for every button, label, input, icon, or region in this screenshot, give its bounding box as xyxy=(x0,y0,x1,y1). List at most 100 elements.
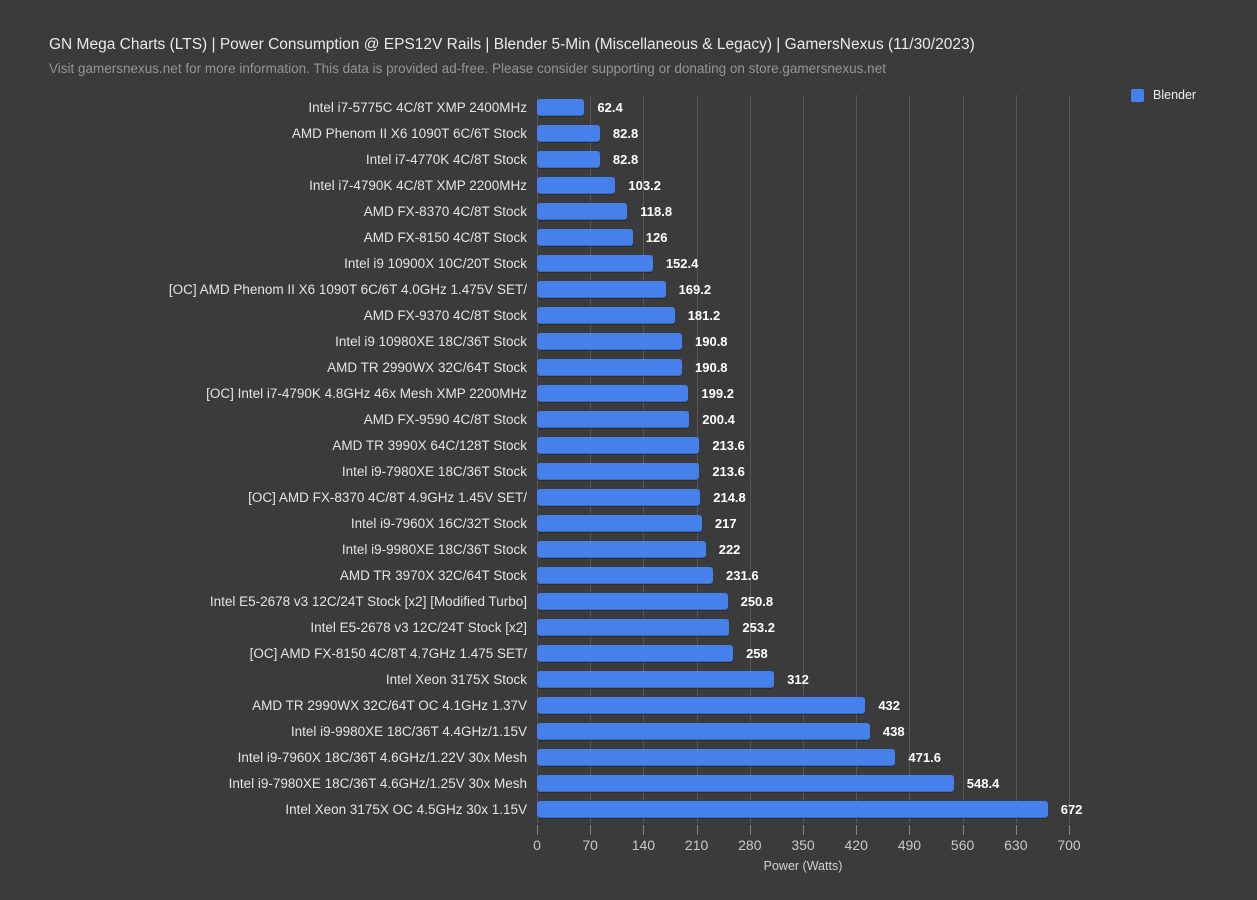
category-label: Intel i9-7980XE 18C/36T Stock xyxy=(341,464,527,479)
bar-track: 200.4 xyxy=(537,407,1257,433)
x-tick-label: 490 xyxy=(897,837,922,853)
category-label: AMD TR 3970X 32C/64T Stock xyxy=(339,568,527,583)
value-label: 82.8 xyxy=(612,126,639,141)
value-label: 432 xyxy=(878,698,901,713)
bar-row: Intel i7-5775C 4C/8T XMP 2400MHz 62.4 xyxy=(0,95,1257,121)
bar-row: AMD FX-8370 4C/8T Stock 118.8 xyxy=(0,199,1257,225)
category-label: Intel i9-9980XE 18C/36T 4.4GHz/1.15V xyxy=(290,724,527,739)
bar xyxy=(537,775,954,792)
bar xyxy=(537,619,730,636)
bar-track: 222 xyxy=(537,537,1257,563)
legend: Blender xyxy=(1131,88,1196,102)
tick-mark xyxy=(643,825,645,835)
gridline xyxy=(749,95,751,823)
value-label: 103.2 xyxy=(628,178,661,193)
bar-track: 548.4 xyxy=(537,771,1257,797)
value-label: 213.6 xyxy=(712,438,745,453)
bar-row: Intel i9 10900X 10C/20T Stock 152.4 xyxy=(0,251,1257,277)
bar xyxy=(537,801,1048,818)
bar xyxy=(537,307,675,324)
bar xyxy=(537,671,775,688)
gridline xyxy=(909,95,911,823)
tick-mark xyxy=(590,825,592,835)
value-label: 250.8 xyxy=(740,594,774,609)
value-label: 253.2 xyxy=(742,620,775,635)
value-label: 471.6 xyxy=(908,750,941,765)
bar xyxy=(537,411,690,428)
gridline xyxy=(696,95,698,823)
bar-row: Intel i7-4790K 4C/8T XMP 2200MHz 103.2 xyxy=(0,173,1257,199)
category-label: AMD FX-8150 4C/8T Stock xyxy=(363,230,527,245)
bar-row: AMD TR 2990WX 32C/64T Stock 190.8 xyxy=(0,355,1257,381)
category-label: Intel i7-4770K 4C/8T Stock xyxy=(365,152,527,167)
category-label: Intel i9-7980XE 18C/36T 4.6GHz/1.25V 30x… xyxy=(228,776,527,791)
bar-row: AMD TR 2990WX 32C/64T OC 4.1GHz 1.37V 432 xyxy=(0,693,1257,719)
bar-track: 471.6 xyxy=(537,745,1257,771)
bar-track: 82.8 xyxy=(537,121,1257,147)
value-label: 190.8 xyxy=(695,360,728,375)
bar-track: 62.4 xyxy=(537,95,1257,121)
tick-mark xyxy=(962,825,964,835)
bar-track: 312 xyxy=(537,667,1257,693)
category-label: Intel E5-2678 v3 12C/24T Stock [x2] [Mod… xyxy=(209,594,527,609)
bar-row: Intel i9-9980XE 18C/36T 4.4GHz/1.15V 438 xyxy=(0,719,1257,745)
bar xyxy=(537,489,701,506)
bar-row: [OC] Intel i7-4790K 4.8GHz 46x Mesh XMP … xyxy=(0,381,1257,407)
category-label: Intel i9 10980XE 18C/36T Stock xyxy=(335,334,527,349)
category-label: [OC] AMD FX-8370 4C/8T 4.9GHz 1.45V SET/ xyxy=(248,490,527,505)
category-label: Intel E5-2678 v3 12C/24T Stock [x2] xyxy=(310,620,527,635)
value-label: 217 xyxy=(714,516,737,531)
bar-track: 169.2 xyxy=(537,277,1257,303)
bar-track: 152.4 xyxy=(537,251,1257,277)
bar-row: Intel Xeon 3175X OC 4.5GHz 30x 1.15V 672 xyxy=(0,797,1257,823)
category-label: [OC] Intel i7-4790K 4.8GHz 46x Mesh XMP … xyxy=(206,386,527,401)
bar xyxy=(537,515,702,532)
tick-mark xyxy=(749,825,751,835)
bar-row: [OC] AMD FX-8150 4C/8T 4.7GHz 1.475 SET/… xyxy=(0,641,1257,667)
bar-row: [OC] AMD Phenom II X6 1090T 6C/6T 4.0GHz… xyxy=(0,277,1257,303)
bar xyxy=(537,567,714,584)
bar xyxy=(537,541,706,558)
bar-track: 199.2 xyxy=(537,381,1257,407)
bar-track: 213.6 xyxy=(537,433,1257,459)
bar-row: Intel i9-9980XE 18C/36T Stock 222 xyxy=(0,537,1257,563)
bar xyxy=(537,723,870,740)
category-label: AMD TR 3990X 64C/128T Stock xyxy=(332,438,527,453)
bar-row: AMD FX-9370 4C/8T Stock 181.2 xyxy=(0,303,1257,329)
legend-swatch-icon xyxy=(1131,88,1144,102)
bar xyxy=(537,99,585,116)
value-label: 438 xyxy=(882,724,905,739)
bar-track: 190.8 xyxy=(537,329,1257,355)
bar xyxy=(537,203,628,220)
x-tick-label: 420 xyxy=(844,837,868,853)
x-axis-title: Power (Watts) xyxy=(763,859,843,873)
value-label: 118.8 xyxy=(640,204,673,219)
value-label: 82.8 xyxy=(612,152,639,167)
category-label: AMD FX-9590 4C/8T Stock xyxy=(363,412,527,427)
gridline xyxy=(1069,95,1070,823)
category-label: Intel i9-9980XE 18C/36T Stock xyxy=(341,542,527,557)
category-label: AMD Phenom II X6 1090T 6C/6T Stock xyxy=(291,126,527,141)
gridline xyxy=(856,95,858,823)
tick-mark xyxy=(696,825,698,835)
bar-chart-rows: Intel i7-5775C 4C/8T XMP 2400MHz 62.4 AMD … xyxy=(0,95,1257,823)
category-label: AMD FX-9370 4C/8T Stock xyxy=(363,308,527,323)
bar-track: 213.6 xyxy=(537,459,1257,485)
x-axis-tick-marks xyxy=(537,825,1070,835)
bar-row: Intel i9-7980XE 18C/36T Stock 213.6 xyxy=(0,459,1257,485)
category-label: Intel Xeon 3175X Stock xyxy=(385,672,527,687)
bar-row: Intel i9-7980XE 18C/36T 4.6GHz/1.25V 30x… xyxy=(0,771,1257,797)
tick-mark xyxy=(537,825,538,835)
bar-row: Intel Xeon 3175X Stock 312 xyxy=(0,667,1257,693)
x-tick-label: 70 xyxy=(582,837,598,853)
bar xyxy=(537,437,700,454)
x-tick-label: 700 xyxy=(1057,837,1081,853)
value-label: 231.6 xyxy=(726,568,759,583)
gridline xyxy=(537,95,538,823)
bar xyxy=(537,229,633,246)
value-label: 126 xyxy=(645,230,668,245)
bar-row: AMD FX-8150 4C/8T Stock 126 xyxy=(0,225,1257,251)
category-label: Intel i9-7960X 16C/32T Stock xyxy=(350,516,527,531)
bar-row: AMD TR 3990X 64C/128T Stock 213.6 xyxy=(0,433,1257,459)
tick-mark xyxy=(1069,825,1070,835)
